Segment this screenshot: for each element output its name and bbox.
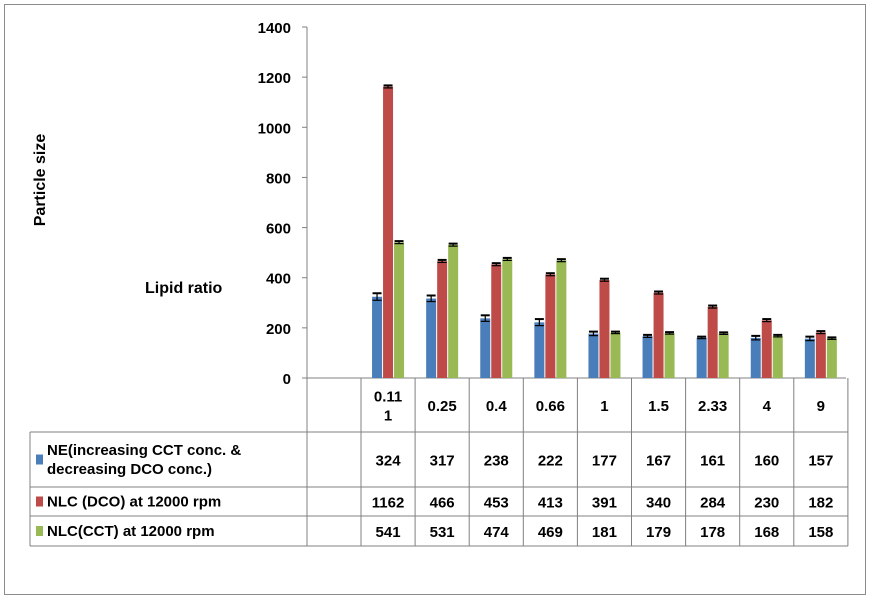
data-label: 167 (646, 453, 671, 470)
bar (642, 336, 653, 378)
data-label: 238 (484, 453, 509, 470)
data-label: 182 (808, 495, 833, 512)
bar (545, 274, 556, 378)
bar (653, 292, 664, 378)
bar (599, 279, 610, 378)
data-label: 178 (700, 524, 725, 541)
bar (383, 86, 394, 379)
bar (372, 296, 383, 378)
data-label: 157 (808, 453, 833, 470)
category-label: 2.33 (698, 398, 727, 415)
data-label: 469 (538, 524, 563, 541)
y-tick-label: 1200 (258, 70, 291, 87)
data-label: 391 (592, 495, 617, 512)
y-tick-label: 1000 (258, 120, 291, 137)
y-tick-label: 600 (266, 221, 291, 238)
y-axis-label: Particle size (32, 134, 49, 227)
bar (426, 298, 437, 378)
data-label: 541 (376, 524, 401, 541)
bar (610, 332, 621, 378)
bar (696, 337, 707, 378)
category-label: 0.66 (536, 398, 565, 415)
bar (534, 322, 545, 378)
data-label: 160 (754, 453, 779, 470)
data-table: 0.11 1 0.25 0.4 0.66 1 1.5 2.33 4 9 NE(increasing … (29, 378, 849, 547)
y-tick-label: 1400 (258, 20, 291, 37)
bar (707, 306, 718, 378)
data-label: 453 (484, 495, 509, 512)
bar (491, 264, 502, 378)
legend-swatch (36, 496, 43, 507)
category-label: 9 (817, 398, 825, 415)
bar (588, 333, 599, 378)
y-tick-label: 200 (266, 321, 291, 338)
bar (718, 333, 729, 378)
bar (556, 260, 567, 378)
data-label: 474 (484, 524, 510, 541)
data-label: 317 (430, 453, 455, 470)
data-label: 1162 (372, 495, 405, 512)
data-label: 181 (592, 524, 617, 541)
data-label: 324 (376, 453, 402, 470)
data-label: 222 (538, 453, 563, 470)
bars (372, 84, 837, 379)
bar (804, 338, 815, 378)
bar (394, 242, 405, 378)
data-label: 531 (430, 524, 455, 541)
legend-label: NE(increasing CCT conc. & decreasing DCO … (47, 442, 241, 478)
category-label: 0.25 (428, 398, 457, 415)
data-label: 158 (808, 524, 833, 541)
bar (437, 261, 448, 378)
data-label: 284 (700, 495, 726, 512)
category-label: 4 (763, 398, 772, 415)
legend-swatch (36, 454, 43, 465)
bar (664, 333, 675, 378)
y-tick-label: 800 (266, 170, 291, 187)
legend-label: NLC (DCO) at 12000 rpm (47, 494, 221, 511)
bar (761, 320, 772, 378)
category-label: 1.5 (648, 398, 669, 415)
bar (772, 335, 783, 378)
bar (502, 259, 513, 378)
bar (480, 318, 491, 378)
category-label: 0.4 (486, 398, 508, 415)
data-label: 413 (538, 495, 563, 512)
data-label: 161 (700, 453, 725, 470)
bar (750, 337, 761, 378)
bar (815, 332, 826, 378)
legend-swatch (36, 526, 43, 536)
chart-frame (4, 4, 866, 595)
y-tick-label: 400 (266, 271, 291, 288)
data-label: 168 (754, 524, 779, 541)
data-label: 340 (646, 495, 671, 512)
legend-label: NLC(CCT) at 12000 rpm (47, 523, 215, 540)
category-label: 0.11 1 (374, 389, 402, 425)
category-label: 1 (600, 398, 608, 415)
data-label: 466 (430, 495, 455, 512)
x-axis-label: Lipid ratio (145, 280, 223, 297)
data-label: 230 (754, 495, 779, 512)
data-label: 177 (592, 453, 617, 470)
data-label: 179 (646, 524, 671, 541)
bar (826, 338, 837, 378)
bar (448, 244, 459, 378)
y-tick-label: 0 (283, 371, 291, 388)
